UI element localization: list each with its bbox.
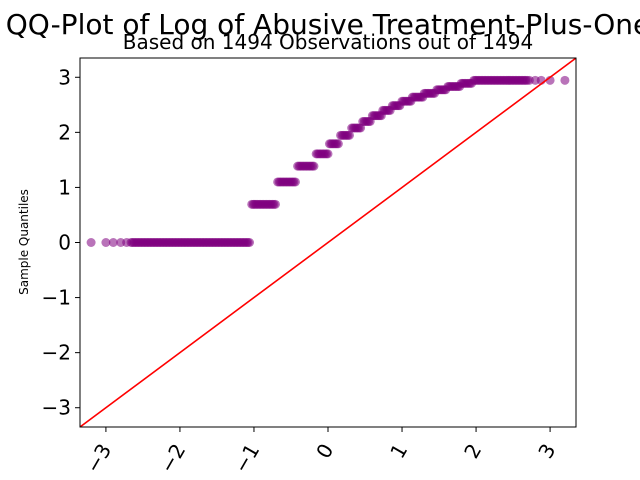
chart-subtitle: Based on 1494 Observations out of 1494 <box>123 30 534 54</box>
chart-title: QQ-Plot of Log of Abusive Treatment-Plus… <box>6 8 640 41</box>
data-point <box>522 75 532 85</box>
y-tick-label: 0 <box>58 231 71 255</box>
y-tick-label: 1 <box>58 175 71 199</box>
data-point <box>270 199 280 209</box>
y-axis: −3 −2 −1 0 1 2 3 <box>42 65 80 420</box>
data-point <box>86 238 96 247</box>
data-point <box>101 238 111 247</box>
data-point <box>344 130 354 140</box>
y-tick-label: −3 <box>42 396 71 420</box>
y-tick-label: 2 <box>58 120 71 144</box>
reference-line <box>80 58 576 427</box>
data-point <box>245 238 255 247</box>
y-tick-label: −1 <box>42 286 71 310</box>
y-tick-label: 3 <box>58 65 71 89</box>
data-point <box>290 177 300 187</box>
data-point <box>560 75 570 85</box>
y-tick-label: −2 <box>42 341 71 365</box>
data-point <box>108 238 118 247</box>
data-point <box>333 139 343 149</box>
data-point <box>309 161 319 171</box>
reference-line-group <box>80 58 576 427</box>
scatter-points <box>86 75 570 247</box>
y-axis-label: Sample Quantiles <box>17 189 31 295</box>
data-point <box>323 149 333 159</box>
